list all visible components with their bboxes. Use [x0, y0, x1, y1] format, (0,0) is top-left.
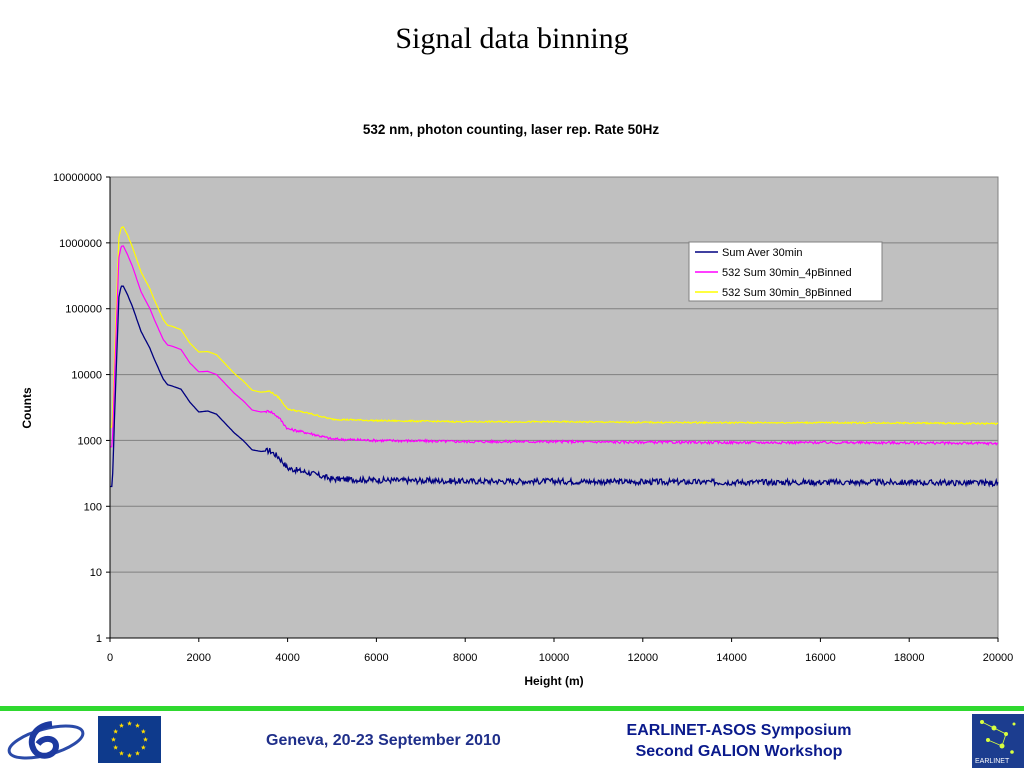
series-lines	[110, 226, 999, 488]
y-axis-label: Counts	[20, 387, 34, 429]
legend-entry: 532 Sum 30min_8pBinned	[722, 287, 852, 299]
footer-divider	[0, 706, 1024, 711]
eu-star	[111, 736, 116, 742]
eu-star	[140, 728, 146, 734]
x-tick-label: 18000	[894, 652, 925, 664]
eu-star	[113, 744, 119, 750]
chart-title: 532 nm, photon counting, laser rep. Rate…	[363, 122, 660, 137]
eu-star	[119, 750, 124, 756]
fp6-logo	[7, 721, 85, 760]
series-line-1	[110, 285, 999, 488]
x-tick-label: 14000	[716, 652, 747, 664]
x-tick-label: 8000	[453, 652, 477, 664]
y-tick-label: 1000000	[59, 238, 102, 250]
legend-entry: Sum Aver 30min	[722, 247, 803, 259]
x-tick-label: 6000	[364, 652, 388, 664]
earlinet-logo	[972, 714, 1024, 768]
legend: Sum Aver 30min 532 Sum 30min_4pBinned 532 …	[688, 241, 883, 302]
y-tick-label: 10000	[71, 370, 102, 382]
eu-star	[140, 744, 146, 750]
earlinet-logo-text: EARLINET	[975, 758, 1010, 765]
eu-star	[127, 752, 132, 758]
event-date: Geneva, 20-23 September 2010	[266, 732, 501, 749]
y-tick-label: 10000000	[53, 172, 102, 184]
series-line-3	[110, 226, 999, 428]
eu-star	[119, 723, 124, 728]
x-axis-label: Height (m)	[524, 674, 583, 688]
x-tick-label: 10000	[539, 652, 570, 664]
x-tick-label: 20000	[983, 652, 1014, 664]
slide-title: Signal data binning	[395, 22, 629, 55]
event-name: EARLINET-ASOS Symposium Second GALION Wo…	[600, 720, 878, 762]
eu-star	[113, 728, 119, 734]
x-tick-label: 4000	[275, 652, 299, 664]
x-tick-label: 0	[107, 652, 113, 664]
y-tick-label: 1	[96, 633, 102, 645]
legend-box	[688, 241, 883, 302]
x-tick-label: 2000	[187, 652, 211, 664]
event-name-line2: Second GALION Workshop	[635, 743, 843, 760]
event-name-line1: EARLINET-ASOS Symposium	[626, 722, 852, 739]
legend-entry: 532 Sum 30min_4pBinned	[722, 267, 852, 279]
axes: 1 10 100 1000 10000 100000 1000000 10000000 0 200…	[53, 172, 1013, 664]
y-tick-label: 100	[84, 501, 102, 513]
series-line-2	[110, 245, 999, 448]
eu-flag-icon	[98, 716, 161, 763]
x-tick-label: 16000	[805, 652, 836, 664]
eu-star	[127, 720, 132, 726]
y-tick-label: 100000	[65, 304, 102, 316]
eu-star	[135, 723, 140, 728]
x-tick-label: 12000	[628, 652, 659, 664]
eu-star	[143, 736, 148, 742]
chart: 532 nm, photon counting, laser rep. Rate…	[20, 122, 1013, 688]
y-tick-label: 10	[90, 567, 102, 579]
y-tick-label: 1000	[78, 435, 102, 447]
eu-star	[135, 750, 140, 756]
